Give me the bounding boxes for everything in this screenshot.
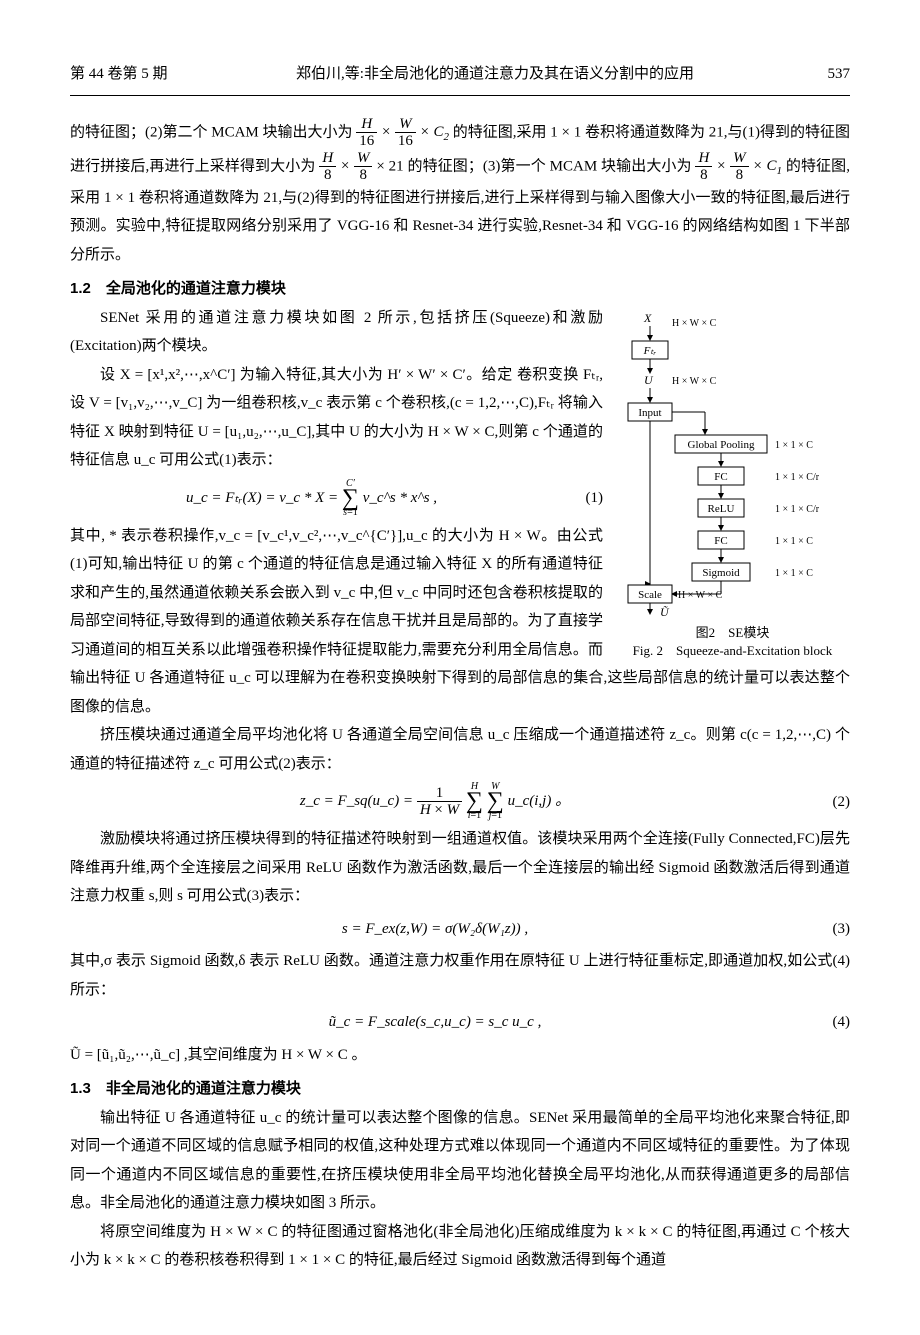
dim-x: H × W × C bbox=[672, 318, 717, 329]
para-7: 其中,σ 表示 Sigmoid 函数,δ 表示 ReLU 函数。通道注意力权重作… bbox=[70, 947, 850, 1004]
dim-scale: H × W × C bbox=[678, 590, 723, 601]
lbl-relu: ReLU bbox=[708, 503, 735, 515]
dim-sig: 1 × 1 × C bbox=[775, 568, 813, 579]
running-head: 第 44 卷第 5 期 郑伯川,等:非全局池化的通道注意力及其在语义分割中的应用… bbox=[70, 60, 850, 96]
lbl-X: X bbox=[643, 311, 652, 325]
eq2-b: u_c(i,j) 。 bbox=[508, 793, 570, 809]
se-block-diagram: X Fₜᵣ U Input Global Pooling 1 × 1 × C bbox=[615, 308, 850, 618]
fig2-cap-zh: 图2 SE模块 bbox=[615, 624, 850, 642]
dim-fc2: 1 × 1 × C bbox=[775, 536, 813, 547]
para-6: 激励模块将通过挤压模块得到的特征描述符映射到一组通道权值。该模块采用两个全连接(… bbox=[70, 825, 850, 911]
lbl-scale: Scale bbox=[638, 589, 662, 601]
eq1-num: (1) bbox=[553, 484, 603, 513]
lbl-sigmoid: Sigmoid bbox=[702, 567, 740, 579]
lbl-U: U bbox=[644, 373, 654, 387]
eq3: s = F_ex(z,W) = σ(W₂δ(W₁z)) , bbox=[342, 921, 528, 937]
para-9: 输出特征 U 各通道特征 u_c 的统计量可以表达整个图像的信息。SENet 采… bbox=[70, 1104, 850, 1218]
eq1-a: u_c = Fₜᵣ(X) = v_c * X = bbox=[186, 490, 342, 506]
section-1-2-title: 1.2 全局池化的通道注意力模块 bbox=[70, 275, 850, 304]
p3-pre: 设 X = [x¹,x²,⋯,x^C′] 为输入特征,其大小为 H′ × W′ … bbox=[100, 367, 513, 383]
figure-2: X Fₜᵣ U Input Global Pooling 1 × 1 × C bbox=[615, 308, 850, 660]
dim-u: H × W × C bbox=[672, 376, 717, 387]
eq1-b: v_c^s * x^s , bbox=[363, 490, 437, 506]
para-5: 挤压模块通过通道全局平均池化将 U 各通道全局空间信息 u_c 压缩成一个通道描… bbox=[70, 721, 850, 778]
header-left: 第 44 卷第 5 期 bbox=[70, 60, 200, 89]
equation-1: u_c = Fₜᵣ(X) = v_c * X = C′∑s=1 v_c^s * … bbox=[70, 479, 603, 518]
equation-3: s = F_ex(z,W) = σ(W₂δ(W₁z)) , (3) bbox=[70, 915, 850, 944]
dim-relu: 1 × 1 × C/r bbox=[775, 504, 820, 515]
eq3-num: (3) bbox=[800, 915, 850, 944]
header-right: 537 bbox=[790, 60, 850, 89]
dim-fc1: 1 × 1 × C/r bbox=[775, 472, 820, 483]
lbl-Input: Input bbox=[638, 407, 661, 419]
eq2-a: z_c = F_sq(u_c) = bbox=[300, 793, 417, 809]
dim-gp: 1 × 1 × C bbox=[775, 440, 813, 451]
eq2-num: (2) bbox=[800, 788, 850, 817]
para-intro: 的特征图；(2)第二个 MCAM 块输出大小为 H16 × W16 × C2 的… bbox=[70, 116, 850, 270]
p1-a: 的特征图；(2)第二个 MCAM 块输出大小为 bbox=[70, 124, 356, 140]
eq4-num: (4) bbox=[800, 1008, 850, 1037]
lbl-Ftr: Fₜᵣ bbox=[643, 345, 657, 357]
lbl-gp: Global Pooling bbox=[688, 439, 755, 451]
section-1-3-title: 1.3 非全局池化的通道注意力模块 bbox=[70, 1075, 850, 1104]
para-8: Ũ = [ũ₁,ũ₂,⋯,ũ_c] ,其空间维度为 H × W × C 。 bbox=[70, 1041, 850, 1070]
header-center: 郑伯川,等:非全局池化的通道注意力及其在语义分割中的应用 bbox=[200, 60, 790, 89]
lbl-fc1: FC bbox=[714, 471, 727, 483]
lbl-Utilde: Ũ bbox=[660, 605, 670, 618]
p1-c: × 21 的特征图；(3)第一个 MCAM 块输出大小为 bbox=[376, 158, 695, 174]
equation-4: ũ_c = F_scale(s_c,u_c) = s_c u_c , (4) bbox=[70, 1008, 850, 1037]
fig2-cap-en: Fig. 2 Squeeze-and-Excitation block bbox=[615, 642, 850, 660]
equation-2: z_c = F_sq(u_c) = 1H × W H∑i=1 W∑j=1 u_c… bbox=[70, 782, 850, 821]
figure-2-caption: 图2 SE模块 Fig. 2 Squeeze-and-Excitation bl… bbox=[615, 624, 850, 660]
lbl-fc2: FC bbox=[714, 535, 727, 547]
eq4: ũ_c = F_scale(s_c,u_c) = s_c u_c , bbox=[329, 1014, 542, 1030]
para-10: 将原空间维度为 H × W × C 的特征图通过窗格池化(非全局池化)压缩成维度… bbox=[70, 1218, 850, 1275]
